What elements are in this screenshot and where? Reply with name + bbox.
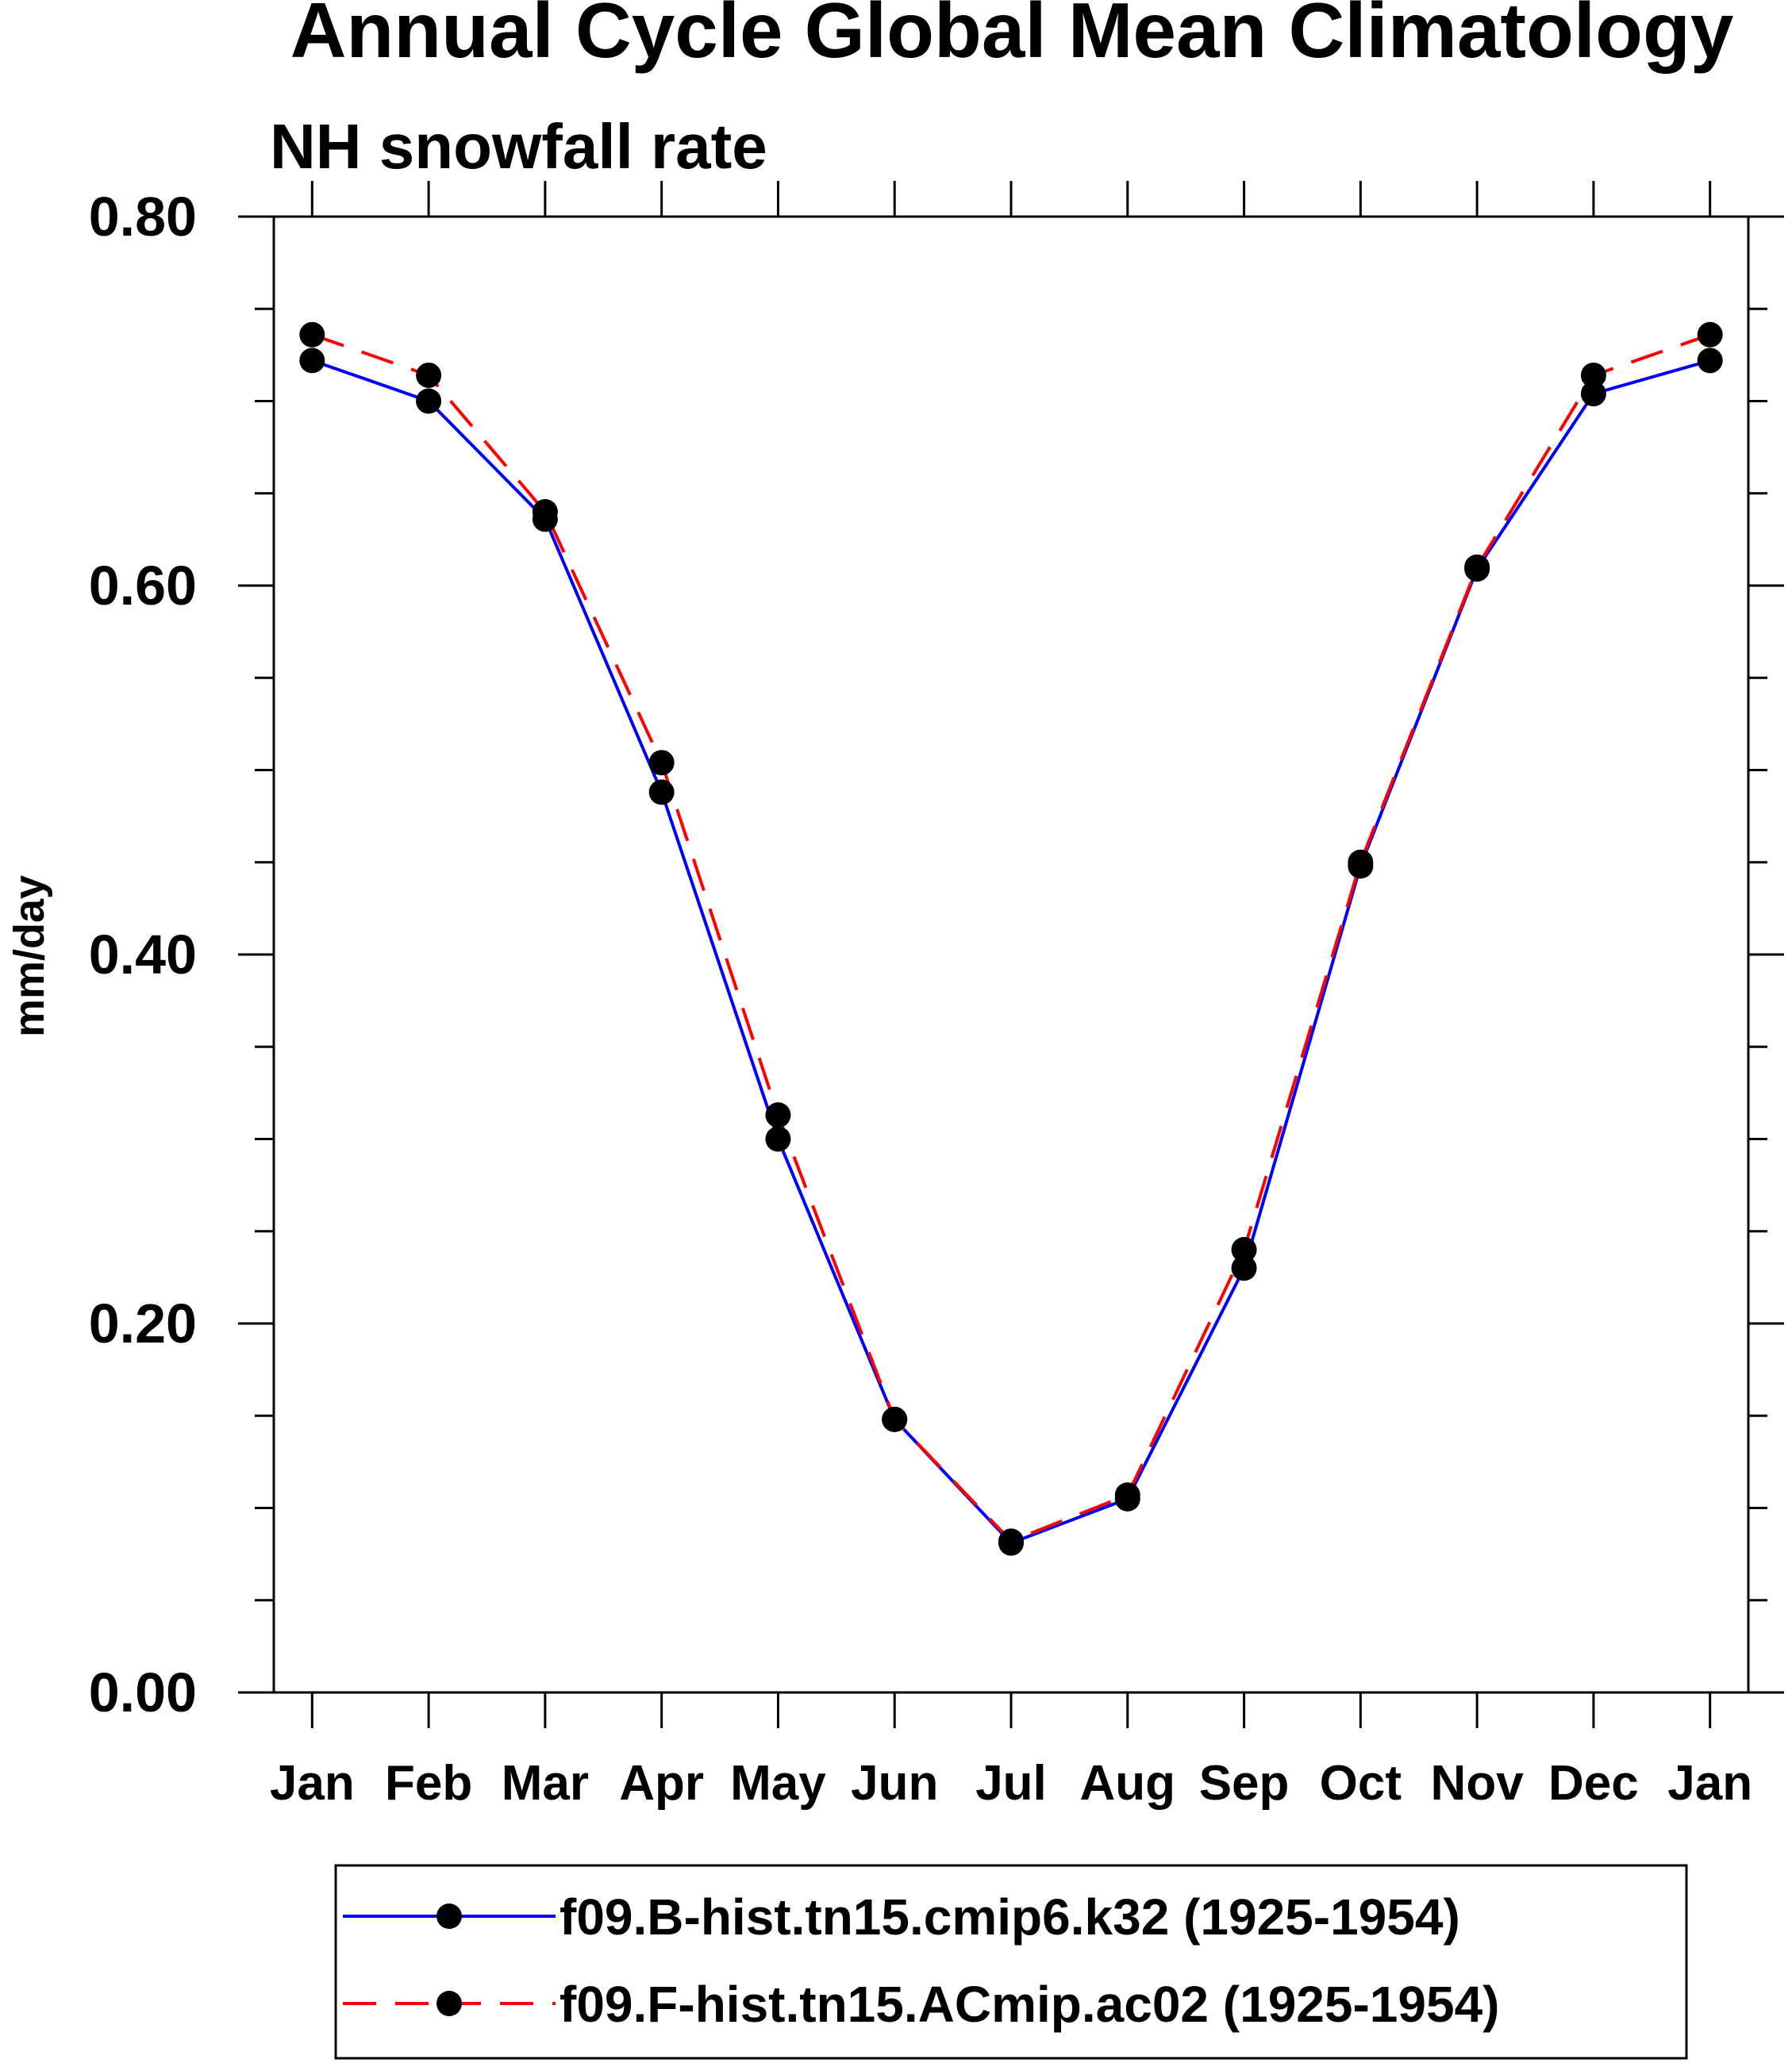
series-layer (299, 321, 1723, 1556)
series-2-point (765, 1102, 791, 1128)
x-tick-label: Aug (1080, 1756, 1176, 1811)
series-1-point (1231, 1255, 1257, 1281)
series-2-point (299, 321, 325, 348)
series-2-point (1114, 1482, 1140, 1508)
legend-marker-series-2 (436, 1991, 462, 2016)
y-axis-label: mm/day (6, 875, 53, 1037)
series-2-point (882, 1406, 908, 1432)
chart-title: Annual Cycle Global Mean Climatology (290, 0, 1734, 74)
x-tick-label: Apr (619, 1756, 704, 1811)
series-2-point (1231, 1237, 1257, 1262)
legend: f09.B-hist.tn15.cmip6.k32 (1925-1954) f0… (334, 1864, 1688, 2060)
legend-label-series-2: f09.F-hist.tn15.ACmip.ac02 (1925-1954) (560, 1976, 1499, 2033)
series-line-2 (311, 332, 1711, 1543)
y-tick-label: 0.40 (89, 924, 197, 985)
series-2-point (1580, 362, 1606, 388)
series-2-point (1348, 849, 1374, 875)
x-tick-label: Nov (1431, 1756, 1525, 1811)
x-tick-label: Jul (975, 1756, 1047, 1811)
series-1-point (299, 348, 325, 374)
y-tick-label: 0.80 (89, 186, 197, 248)
series-1-point (648, 779, 675, 805)
legend-marker-series-1 (436, 1904, 462, 1929)
x-tick-label: Sep (1199, 1756, 1290, 1811)
series-1-point (416, 388, 442, 414)
x-tick-label: Jun (851, 1756, 938, 1811)
y-tick-label: 0.60 (89, 555, 197, 617)
y-tick-label: 0.00 (89, 1662, 197, 1723)
plot-frame (272, 215, 1750, 1694)
series-line-1 (311, 359, 1711, 1546)
series-1-point (1697, 348, 1723, 374)
legend-label-series-1: f09.B-hist.tn15.cmip6.k32 (1925-1954) (560, 1888, 1460, 1946)
series-2-point (998, 1528, 1024, 1554)
x-tick-label: Dec (1548, 1756, 1639, 1811)
series-2-point (416, 362, 442, 388)
y-tick-label: 0.20 (89, 1293, 197, 1354)
x-tick-label: Jan (1667, 1756, 1752, 1811)
series-2-point (532, 499, 558, 524)
series-1-point (1580, 381, 1606, 407)
x-tick-label: Oct (1320, 1756, 1402, 1811)
x-ticks: Jan Feb Mar Apr May Jun Jul Aug Sep Oct Nov Dec Jan (270, 181, 1752, 1811)
chart-subtitle: NH snowfall rate (270, 111, 767, 182)
series-2-point (1697, 321, 1723, 348)
x-tick-label: Jan (270, 1756, 355, 1811)
series-2-point (648, 750, 675, 776)
series-1-point (765, 1126, 791, 1152)
series-2-point (1464, 554, 1490, 580)
x-tick-label: Mar (502, 1756, 589, 1811)
x-tick-label: Feb (385, 1756, 472, 1811)
legend-frame (334, 1864, 1688, 2060)
x-tick-label: May (730, 1756, 826, 1811)
y-ticks: 0.00 0.20 0.40 0.60 0.80 (89, 186, 1784, 1723)
